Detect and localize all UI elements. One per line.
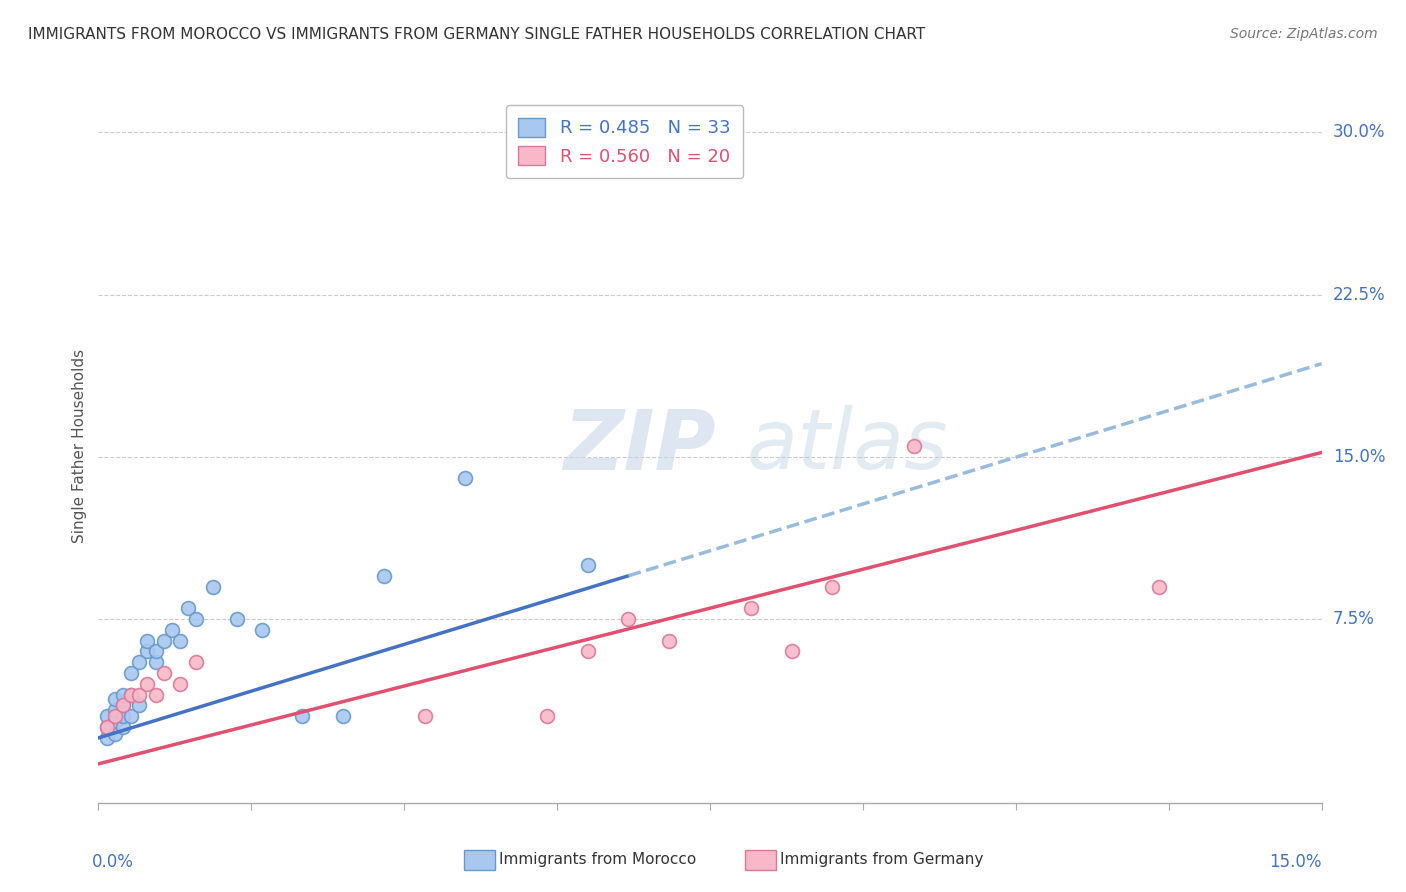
Point	[104, 714, 127, 728]
Point	[576, 644, 599, 658]
Point	[821, 580, 844, 594]
Point	[169, 677, 191, 691]
Point	[226, 612, 249, 626]
Point	[136, 644, 159, 658]
Point	[120, 709, 142, 723]
Point	[152, 666, 174, 681]
Point	[617, 612, 640, 626]
Text: 15.0%: 15.0%	[1270, 853, 1322, 871]
Point	[111, 698, 134, 713]
Point	[145, 655, 167, 669]
Legend: R = 0.485   N = 33, R = 0.560   N = 20: R = 0.485 N = 33, R = 0.560 N = 20	[506, 105, 744, 178]
Point	[576, 558, 599, 572]
Point	[169, 633, 191, 648]
Point	[96, 731, 118, 745]
Text: IMMIGRANTS FROM MOROCCO VS IMMIGRANTS FROM GERMANY SINGLE FATHER HOUSEHOLDS CORR: IMMIGRANTS FROM MOROCCO VS IMMIGRANTS FR…	[28, 27, 925, 42]
Point	[96, 709, 118, 723]
Point	[780, 644, 803, 658]
Point	[160, 623, 183, 637]
Point	[104, 709, 127, 723]
Point	[104, 692, 127, 706]
Point	[111, 720, 134, 734]
Point	[136, 633, 159, 648]
Text: Immigrants from Germany: Immigrants from Germany	[780, 853, 984, 867]
Point	[104, 726, 127, 740]
Point	[332, 709, 354, 723]
Point	[201, 580, 224, 594]
Point	[120, 688, 142, 702]
Point	[104, 703, 127, 717]
Point	[120, 666, 142, 681]
Text: 15.0%: 15.0%	[1333, 448, 1385, 466]
Text: Immigrants from Morocco: Immigrants from Morocco	[499, 853, 696, 867]
Point	[186, 612, 208, 626]
Point	[96, 720, 118, 734]
Point	[136, 677, 159, 691]
Point	[177, 601, 200, 615]
Point	[111, 698, 134, 713]
Point	[454, 471, 477, 485]
Text: 30.0%: 30.0%	[1333, 123, 1385, 142]
Point	[128, 688, 150, 702]
Point	[536, 709, 558, 723]
Point	[145, 688, 167, 702]
Point	[413, 709, 436, 723]
Text: 0.0%: 0.0%	[93, 853, 134, 871]
Point	[145, 644, 167, 658]
Point	[128, 655, 150, 669]
Text: Source: ZipAtlas.com: Source: ZipAtlas.com	[1230, 27, 1378, 41]
Text: 22.5%: 22.5%	[1333, 285, 1385, 303]
Y-axis label: Single Father Households: Single Father Households	[72, 349, 87, 543]
Text: ZIP: ZIP	[564, 406, 716, 486]
Text: atlas: atlas	[747, 406, 949, 486]
Point	[740, 601, 762, 615]
Point	[373, 568, 395, 582]
Point	[111, 688, 134, 702]
Point	[250, 623, 273, 637]
Point	[186, 655, 208, 669]
Point	[152, 633, 174, 648]
Point	[128, 698, 150, 713]
Point	[658, 633, 681, 648]
Text: 7.5%: 7.5%	[1333, 610, 1375, 628]
Point	[120, 688, 142, 702]
Point	[1147, 580, 1170, 594]
Point	[903, 439, 925, 453]
Point	[96, 720, 118, 734]
Point	[111, 709, 134, 723]
Point	[291, 709, 314, 723]
